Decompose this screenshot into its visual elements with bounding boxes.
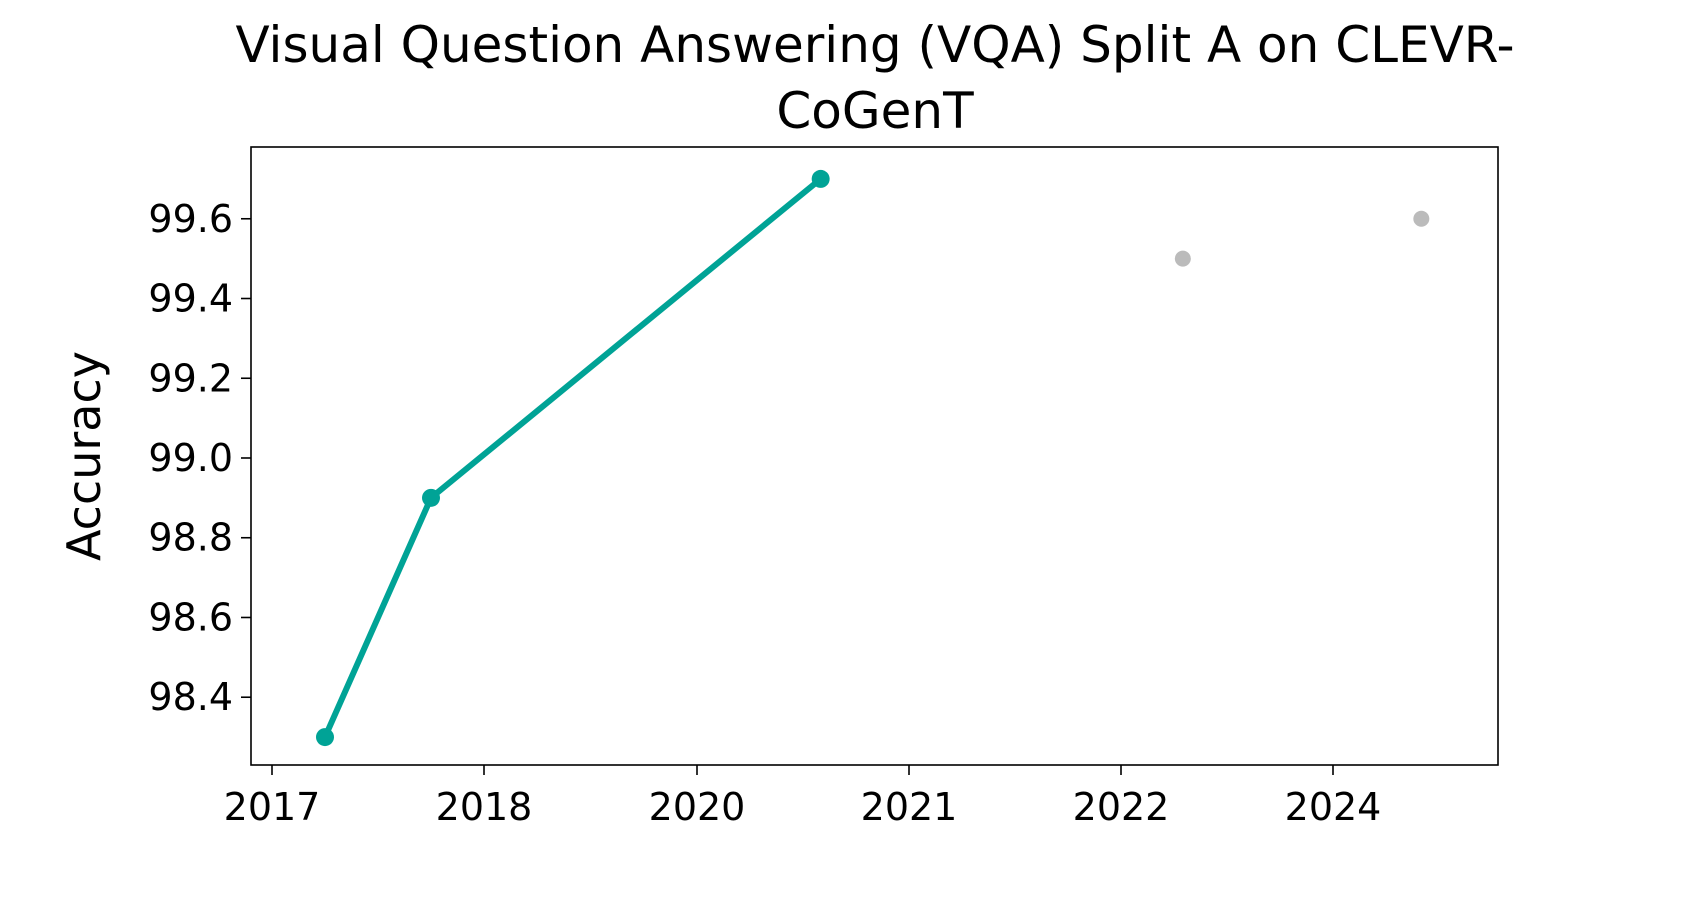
data-point-other bbox=[1174, 250, 1191, 267]
data-point bbox=[422, 488, 440, 507]
x-tick-label: 2017 bbox=[224, 785, 321, 829]
data-point-other bbox=[1413, 210, 1430, 227]
series-line bbox=[322, 176, 823, 739]
y-tick-label: 98.8 bbox=[148, 516, 233, 560]
y-tick-label: 99.6 bbox=[148, 197, 233, 241]
x-tick-label: 2018 bbox=[436, 785, 533, 829]
y-tick-label: 99.0 bbox=[148, 436, 233, 480]
y-tick-label: 98.4 bbox=[148, 675, 233, 719]
y-axis-label: Accuracy bbox=[57, 351, 111, 561]
x-tick-label: 2020 bbox=[649, 785, 746, 829]
data-point bbox=[316, 728, 334, 747]
y-tick-label: 99.4 bbox=[148, 277, 233, 321]
y-tick-label: 99.2 bbox=[148, 356, 233, 400]
plot-area-frame bbox=[250, 146, 1499, 766]
chart-title-line1: Visual Question Answering (VQA) Split A … bbox=[235, 16, 1514, 74]
x-tick-label: 2021 bbox=[861, 785, 958, 829]
chart-title-line2: CoGenT bbox=[776, 82, 974, 140]
data-point bbox=[811, 169, 830, 188]
x-tick-label: 2022 bbox=[1073, 785, 1170, 829]
x-tick-label: 2024 bbox=[1285, 785, 1382, 829]
y-tick-label: 98.6 bbox=[148, 595, 233, 639]
